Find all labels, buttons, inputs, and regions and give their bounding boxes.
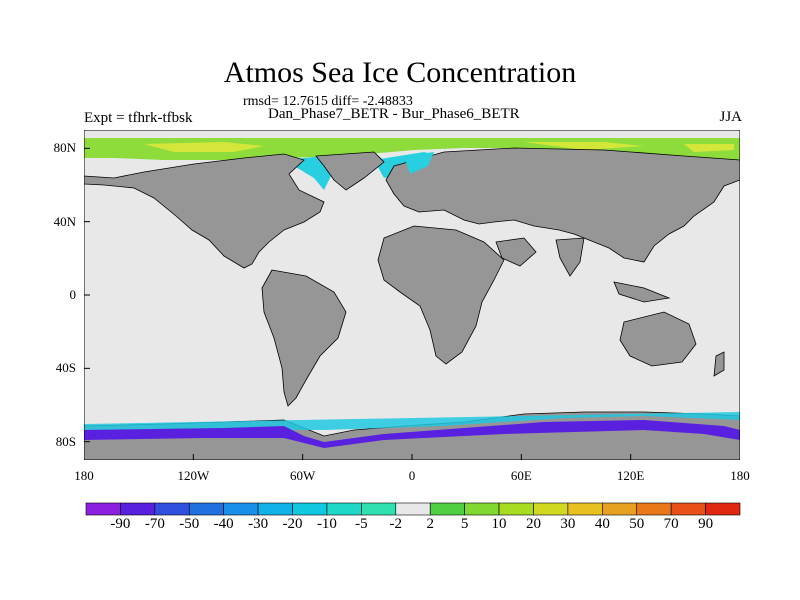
colorbar (85, 502, 741, 516)
colorbar-level-label: -5 (355, 516, 368, 532)
land (84, 147, 740, 460)
colorbar-swatch (670, 502, 706, 516)
colorbar-level-label: 20 (525, 516, 541, 532)
lon-tick-label: 60W (290, 468, 316, 483)
season-label: JJA (719, 109, 742, 125)
colorbar-swatch (567, 502, 603, 516)
colorbar-swatch (498, 502, 534, 516)
landmass-indonesia (613, 281, 671, 303)
colorbar-level-label: 50 (629, 516, 645, 532)
colorbar-level-label: 30 (560, 516, 576, 532)
landmass-australia (619, 311, 697, 367)
colorbar-swatch (705, 502, 741, 516)
colorbar-level-label: -10 (316, 516, 337, 532)
subtitle: Dan_Phase7_BETR - Bur_Phase6_BETR (268, 106, 520, 122)
landmass-arabia (495, 237, 537, 267)
stats-text: rmsd= 12.7615 diff= -2.48833 (243, 94, 413, 109)
colorbar-level-label: -30 (248, 516, 269, 532)
lat-tick-label: 40S (55, 360, 76, 376)
colorbar-swatch (395, 502, 431, 516)
colorbar-level-label: -50 (179, 516, 200, 532)
colorbar-level-label: 90 (698, 516, 714, 532)
colorbar-swatch (533, 502, 569, 516)
colorbar-swatch (464, 502, 500, 516)
colorbar-level-label: 40 (594, 516, 610, 532)
colorbar-swatch (602, 502, 638, 516)
colorbar-swatch (120, 502, 156, 516)
landmass-north-america (84, 153, 325, 269)
colorbar-swatch (257, 502, 293, 516)
colorbar-level-label: 2 (426, 516, 434, 532)
colorbar-swatch (636, 502, 672, 516)
lat-tick-label: 40N (53, 213, 76, 229)
lon-tick-label: 60E (510, 468, 532, 483)
colorbar-swatch (85, 502, 121, 516)
landmass-eurasia (385, 147, 740, 263)
colorbar-swatch (154, 502, 190, 516)
colorbar-level-label: -40 (213, 516, 234, 532)
antarctic-ice-cyan (84, 412, 740, 430)
barents-ice-cyan (404, 152, 434, 174)
colorbar-swatch (223, 502, 259, 516)
landmass-south-america (261, 269, 347, 407)
lat-tick-label: 80N (53, 140, 76, 156)
lon-tick-label: 180 (730, 468, 750, 483)
experiment-label: Expt = tfhrk-tfbsk (84, 110, 193, 126)
colorbar-level-label: -90 (110, 516, 131, 532)
landmass-india (555, 237, 585, 277)
colorbar-level-label: 70 (663, 516, 679, 532)
colorbar-level-label: 10 (491, 516, 507, 532)
antarctic-ice-purple (84, 420, 740, 448)
colorbar-swatch (292, 502, 328, 516)
colorbar-level-label: -2 (389, 516, 403, 532)
chart-title: Atmos Sea Ice Concentration (223, 56, 577, 89)
landmass-greenland (315, 151, 385, 191)
colorbar-level-label: 5 (460, 516, 469, 532)
lat-tick-label: 80S (55, 433, 76, 449)
lon-tick-label: 120E (616, 468, 645, 483)
world-map (84, 130, 740, 460)
colorbar-level-label: -70 (144, 516, 165, 532)
colorbar-swatch (361, 502, 397, 516)
lat-tick-label: 0 (69, 287, 77, 302)
colorbar-swatch (429, 502, 465, 516)
colorbar-swatch (188, 502, 224, 516)
lon-tick-label: 120W (177, 468, 210, 483)
lon-tick-label: 0 (408, 468, 416, 483)
map-ticks (84, 147, 740, 460)
landmass-africa (377, 225, 505, 365)
colorbar-level-label: -20 (282, 516, 303, 532)
landmass-new-zealand (713, 351, 725, 377)
colorbar-swatch (326, 502, 362, 516)
lon-tick-label: 180 (74, 468, 94, 483)
